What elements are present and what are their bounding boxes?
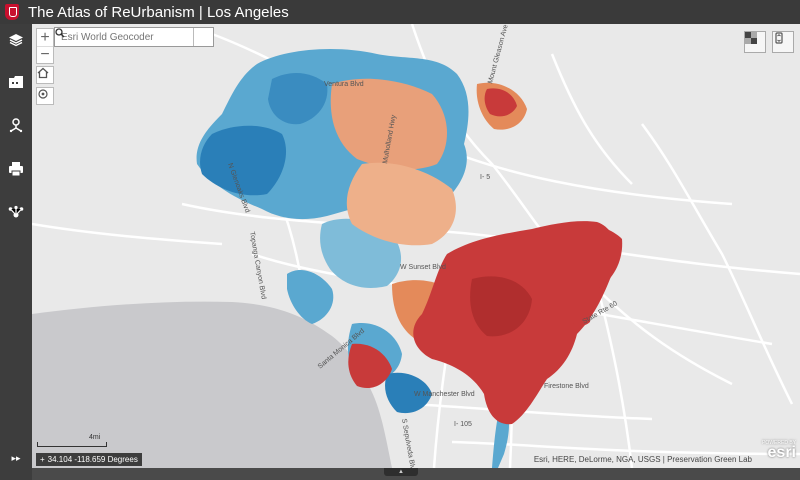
road-label-ventura: Ventura Blvd xyxy=(324,81,364,88)
basemap-toggle-button[interactable] xyxy=(744,31,766,53)
coordinate-toggle-icon: + xyxy=(40,455,45,464)
esri-powered-label: POWERED BY xyxy=(762,440,796,446)
basemap-gallery-icon xyxy=(745,32,757,44)
esri-logo: POWERED BY esri xyxy=(754,440,796,466)
road-label-topanga: Topanga Canyon Blvd xyxy=(248,231,267,300)
zoom-out-button[interactable]: − xyxy=(37,46,53,63)
scale-bar-label: 4mi xyxy=(89,434,101,441)
basemap: Ventura Blvd Mount Gleason Ave I- 5 N Gl… xyxy=(32,24,800,468)
share-icon[interactable] xyxy=(4,201,28,225)
expand-sidebar-icon[interactable]: ▸▸ xyxy=(11,452,21,463)
legend-icon[interactable] xyxy=(4,70,28,94)
sidebar: ▸▸ xyxy=(0,24,32,480)
fullscreen-button[interactable] xyxy=(772,31,794,53)
measure-icon[interactable] xyxy=(4,113,28,137)
footer-bar: ▲ xyxy=(32,468,800,480)
road-label-firestone: Firestone Blvd xyxy=(544,383,589,390)
reurbanism-hot-areas xyxy=(348,88,623,425)
home-icon xyxy=(37,67,49,79)
geocoder-search-input[interactable] xyxy=(55,28,193,46)
trust-shield-logo-icon xyxy=(5,4,19,20)
road-label-i5: I- 5 xyxy=(480,174,490,181)
road-label-i105: I- 105 xyxy=(454,421,472,428)
panel-expand-handle[interactable]: ▲ xyxy=(384,468,418,476)
layers-icon[interactable] xyxy=(4,28,28,52)
scale-bar: 4mi xyxy=(37,434,107,447)
app-title: The Atlas of ReUrbanism | Los Angeles xyxy=(28,3,289,21)
print-icon[interactable] xyxy=(4,157,28,181)
road-label-manchester: W Manchester Blvd xyxy=(414,391,475,398)
home-button[interactable] xyxy=(36,66,54,84)
map-attribution: Esri, HERE, DeLorme, NGA, USGS | Preserv… xyxy=(533,455,752,464)
road-label-sunset: W Sunset Blvd xyxy=(400,264,446,271)
zoom-control: + − xyxy=(36,28,54,64)
fullscreen-icon xyxy=(775,32,783,44)
locate-button[interactable] xyxy=(36,87,54,105)
road-label-mount-gleason: Mount Gleason Ave xyxy=(487,24,510,85)
scale-bar-line xyxy=(37,442,107,447)
locate-icon xyxy=(38,89,48,99)
pacific-ocean xyxy=(32,301,392,468)
map-view[interactable]: Ventura Blvd Mount Gleason Ave I- 5 N Gl… xyxy=(32,24,800,468)
esri-brand: esri xyxy=(767,444,796,461)
title-bar: The Atlas of ReUrbanism | Los Angeles xyxy=(0,0,800,24)
search-button[interactable] xyxy=(55,28,213,46)
search-icon xyxy=(55,28,65,38)
coordinate-readout[interactable]: + 34.104 -118.659 Degrees xyxy=(36,453,142,466)
coordinate-text: 34.104 -118.659 Degrees xyxy=(47,455,138,464)
geocoder-search xyxy=(54,27,214,47)
zoom-in-button[interactable]: + xyxy=(40,28,50,46)
road-label-sepulveda: S Sepulveda Blvd xyxy=(400,418,417,468)
